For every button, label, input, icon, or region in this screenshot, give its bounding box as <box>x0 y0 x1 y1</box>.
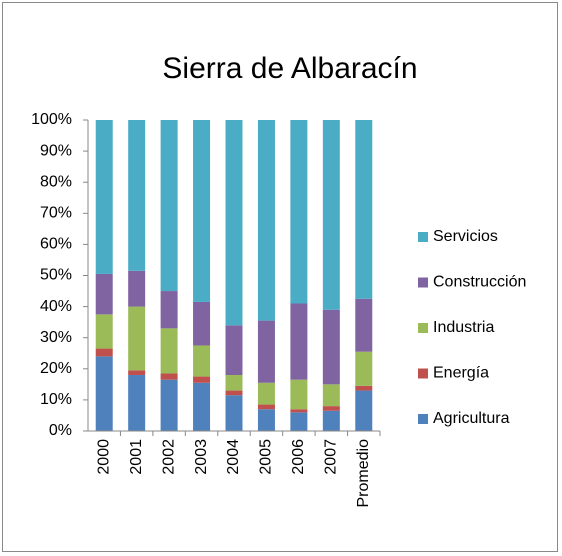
x-tick-label: 2007 <box>323 439 340 475</box>
x-tick-label: 2003 <box>193 439 210 475</box>
x-tick-label: 2001 <box>128 439 145 475</box>
bar-segment <box>290 379 308 410</box>
bar-segment <box>225 390 243 396</box>
bar-segment <box>257 120 275 321</box>
bar-segment <box>355 298 373 352</box>
legend-label: Energía <box>433 365 489 382</box>
bar-segment <box>95 348 113 357</box>
bar-segment <box>95 273 113 315</box>
bar-segment <box>322 384 340 407</box>
bar-segment <box>290 303 308 380</box>
y-tick-label: 10% <box>40 391 72 408</box>
bar-segment <box>193 382 211 431</box>
bar-segment <box>160 373 178 380</box>
legend-label: Agricultura <box>433 410 510 427</box>
bar-segment <box>290 409 308 413</box>
y-tick-label: 70% <box>40 205 72 222</box>
bar-segment <box>225 325 243 376</box>
bar-segment <box>193 120 211 302</box>
bar-segment <box>128 370 146 376</box>
chart-border <box>2 2 558 552</box>
x-tick-label: Promedio <box>355 439 372 508</box>
legend-label: Industria <box>433 319 494 336</box>
bar-segment <box>128 306 146 371</box>
legend-label: Construcción <box>433 274 526 291</box>
bar-segment <box>257 320 275 383</box>
y-tick-label: 20% <box>40 360 72 377</box>
bar-segment <box>290 120 308 304</box>
y-tick-label: 0% <box>49 422 72 439</box>
x-tick-label: 2004 <box>225 439 242 475</box>
bar-segment <box>225 395 243 431</box>
y-tick-label: 80% <box>40 173 72 190</box>
bar-segment <box>160 291 178 329</box>
bar-segment <box>128 270 146 307</box>
y-tick-label: 100% <box>31 111 72 128</box>
legend-swatch <box>418 368 428 379</box>
bar-segment <box>95 356 113 431</box>
bar-segment <box>322 309 340 385</box>
bar-segment <box>290 412 308 431</box>
bar-segment <box>225 375 243 391</box>
legend-swatch <box>418 232 428 242</box>
y-tick-label: 50% <box>40 267 72 284</box>
y-tick-label: 90% <box>40 142 72 159</box>
bar-segment <box>128 375 146 431</box>
bar-segment <box>160 120 178 292</box>
bar-segment <box>257 382 275 405</box>
bar-segment <box>355 390 373 431</box>
bar-segment <box>193 345 211 377</box>
bar-segment <box>257 409 275 431</box>
bar-segment <box>95 314 113 349</box>
bar-segment <box>322 410 340 431</box>
y-tick-label: 30% <box>40 329 72 346</box>
bar-segment <box>355 351 373 386</box>
bar-segment <box>257 404 275 410</box>
chart-title: Sierra de Albaracín <box>162 52 417 85</box>
x-tick-label: 2006 <box>290 439 307 475</box>
legend-swatch <box>418 323 428 333</box>
legend-swatch <box>418 277 428 288</box>
x-tick-label: 2000 <box>95 439 112 475</box>
y-tick-label: 60% <box>40 236 72 253</box>
legend-label: Servicios <box>433 228 498 245</box>
bar-segment <box>160 379 178 431</box>
bar-segment <box>322 120 340 310</box>
bar-segment <box>160 328 178 374</box>
x-tick-label: 2002 <box>160 439 177 475</box>
bar-segment <box>322 406 340 411</box>
bar-segment <box>225 120 243 326</box>
legend-swatch <box>418 414 428 424</box>
bar-segment <box>193 301 211 346</box>
bar-segment <box>95 120 113 274</box>
y-tick-label: 40% <box>40 298 72 315</box>
bar-segment <box>355 120 373 299</box>
bar-segment <box>128 120 146 271</box>
bar-segment <box>355 385 373 391</box>
bar-segment <box>193 376 211 383</box>
x-tick-label: 2005 <box>258 439 275 475</box>
